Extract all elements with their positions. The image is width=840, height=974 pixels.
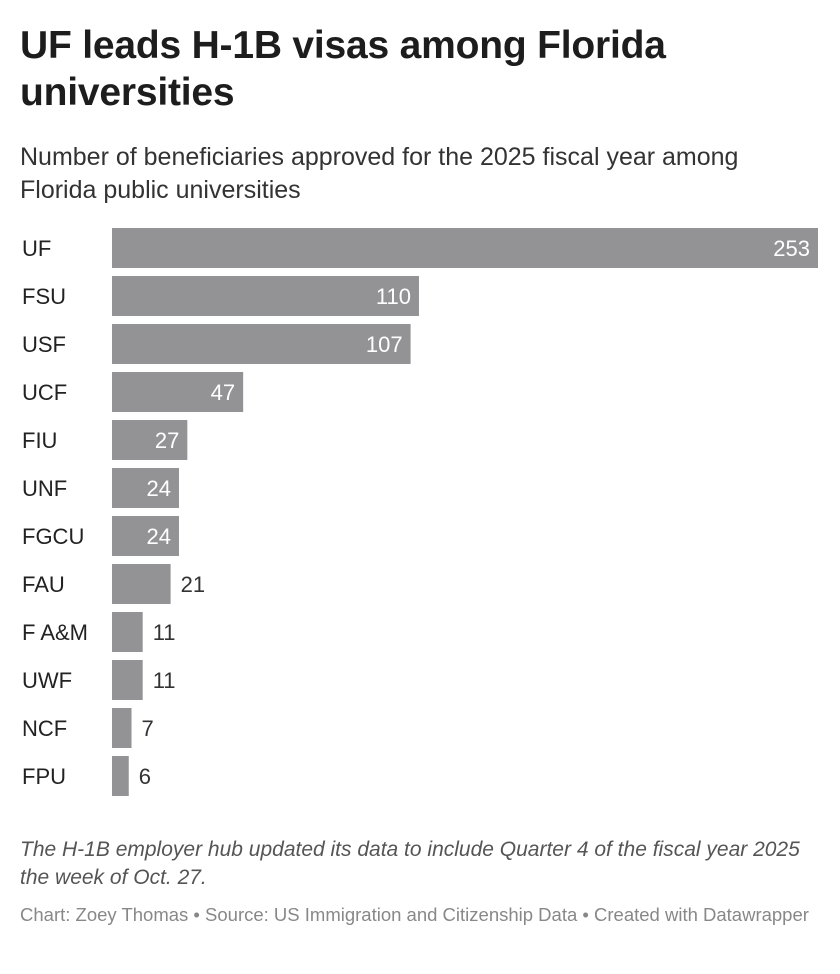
category-label: FSU [22,284,66,309]
bar [112,516,179,556]
value-label: 107 [366,332,403,357]
bar [112,612,143,652]
category-label: NCF [22,716,67,741]
bar-row: FSU 110 [22,276,419,316]
bar-chart: UF 253 FSU 110 USF 107 UCF 47 FIU 27 UNF 24 FGCU 24 FA… [0,222,840,802]
bar [112,228,818,268]
category-label: FAU [22,572,65,597]
category-label: UWF [22,668,72,693]
bar-row: F A&M 11 [22,612,176,652]
category-label: FIU [22,428,57,453]
bar-row: FIU 27 [22,420,188,460]
category-label: FGCU [22,524,84,549]
value-label: 11 [153,620,176,645]
bar-row: USF 107 [22,324,411,364]
bar [112,468,179,508]
chart-footer: Chart: Zoey Thomas • Source: US Immigrat… [20,904,809,925]
bar [112,276,419,316]
value-label: 47 [211,380,235,405]
chart-title: UF leads H-1B visas among Florida univer… [20,24,666,114]
bar [112,324,411,364]
bar-row: UCF 47 [22,372,244,412]
bar [112,660,143,700]
value-label: 27 [155,428,179,453]
bar [112,420,188,460]
bar-row: UWF 11 [22,660,176,700]
chart-subtitle: Number of beneficiaries approved for the… [20,143,739,204]
category-label: USF [22,332,66,357]
bar-row: FAU 21 [22,564,205,604]
value-label: 253 [773,236,810,261]
bar-row: UNF 24 [22,468,179,508]
value-label: 6 [139,764,151,789]
category-label: UF [22,236,51,261]
bar-row: FGCU 24 [22,516,179,556]
value-label: 24 [146,524,170,549]
category-label: UCF [22,380,67,405]
bar-row: FPU 6 [22,756,151,796]
bar-row: NCF 7 [22,708,154,748]
category-label: FPU [22,764,66,789]
value-label: 7 [142,716,154,741]
bar [112,564,171,604]
bar [112,756,129,796]
bar [112,372,244,412]
bar-row: UF 253 [22,228,818,268]
value-label: 21 [181,572,205,597]
value-label: 110 [376,284,411,309]
category-label: UNF [22,476,67,501]
category-label: F A&M [22,620,88,645]
bar [112,708,132,748]
chart-note: The H-1B employer hub updated its data t… [20,838,800,889]
value-label: 11 [153,668,176,693]
value-label: 24 [146,476,170,501]
bar-chart-svg: UF 253 FSU 110 USF 107 UCF 47 FIU 27 UNF 24 FGCU 24 FA… [22,228,818,796]
